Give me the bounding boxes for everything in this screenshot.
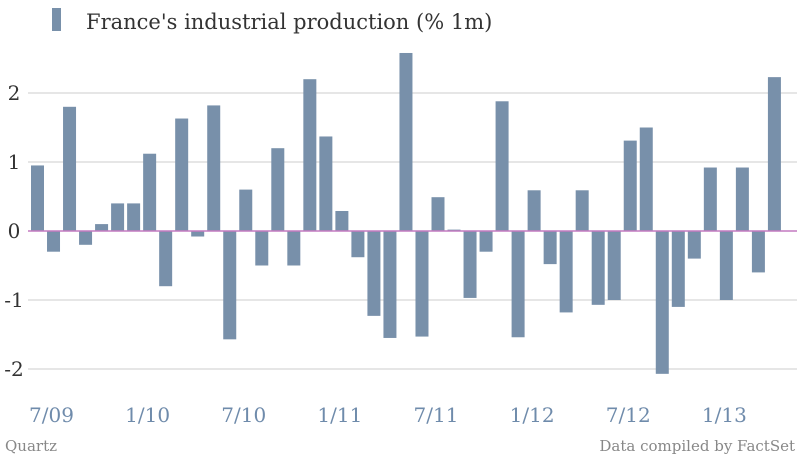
bar (735, 167, 749, 231)
bar (319, 136, 333, 231)
x-tick-label: 1/10 (125, 403, 170, 427)
bar (607, 231, 621, 300)
y-tick-label: 1 (8, 150, 21, 174)
legend-label: France's industrial production (% 1m) (86, 10, 492, 34)
bar (351, 231, 365, 258)
bar (495, 101, 509, 231)
y-tick-label: 0 (8, 219, 21, 243)
bar (47, 231, 61, 252)
bar (95, 224, 109, 231)
bar (383, 231, 397, 338)
source-right: Data compiled by FactSet (599, 437, 795, 455)
bar (623, 140, 637, 231)
bar (255, 231, 269, 266)
bar (591, 231, 605, 305)
x-tick-label: 1/13 (702, 403, 747, 427)
bar (191, 231, 205, 237)
bar (415, 231, 429, 337)
bar (63, 106, 77, 231)
bar (127, 203, 141, 231)
x-axis: 7/09 1/10 7/10 1/11 7/11 1/12 7/12 1/13 (29, 403, 747, 427)
bar (719, 231, 733, 300)
bar (751, 231, 765, 273)
bar (223, 231, 237, 340)
x-tick-label: 7/11 (414, 403, 459, 427)
bar (767, 77, 781, 231)
bar (543, 231, 557, 265)
bar (335, 210, 349, 231)
bar (639, 127, 653, 231)
legend: France's industrial production (% 1m) (52, 8, 492, 34)
bar (671, 231, 685, 307)
bar (527, 190, 541, 231)
bars (31, 52, 781, 374)
y-tick-label: -1 (4, 288, 23, 312)
bar (479, 231, 493, 252)
grid-layer (28, 92, 797, 370)
x-tick-label: 1/11 (317, 403, 362, 427)
source-left: Quartz (5, 437, 57, 455)
legend-swatch (52, 8, 61, 31)
bar (287, 231, 301, 266)
bar (271, 148, 285, 231)
x-tick-label: 1/12 (510, 403, 555, 427)
y-tick-label: 2 (8, 81, 21, 105)
x-tick-label: 7/12 (606, 403, 651, 427)
bar (175, 118, 189, 231)
y-axis: 2 1 0 -1 -2 (4, 81, 23, 381)
bar (703, 167, 717, 231)
bar (431, 197, 445, 231)
bar (159, 231, 173, 287)
bar (239, 189, 253, 231)
bar (399, 52, 413, 232)
x-tick-label: 7/09 (29, 403, 74, 427)
bar (207, 105, 221, 231)
x-tick-label: 7/10 (221, 403, 266, 427)
bar (463, 231, 477, 298)
bar (303, 79, 317, 231)
bar (31, 165, 44, 231)
y-tick-label: -2 (4, 357, 23, 381)
bar (367, 231, 381, 316)
bar (511, 231, 525, 338)
bar (143, 153, 157, 231)
bar (575, 190, 589, 231)
bar (79, 231, 93, 245)
bar (111, 203, 125, 231)
bar (559, 231, 573, 313)
bar (687, 231, 701, 259)
bar (655, 231, 669, 374)
